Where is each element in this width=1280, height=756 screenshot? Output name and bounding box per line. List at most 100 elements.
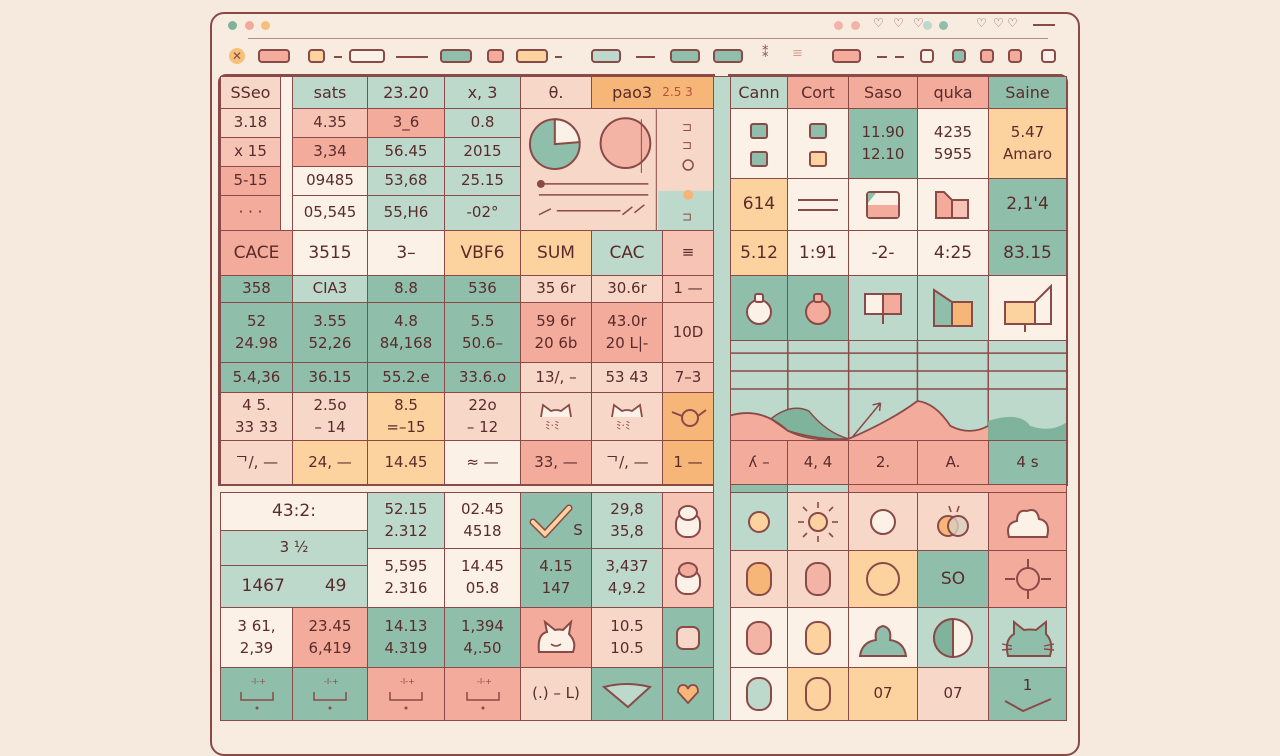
cell[interactable]: 22o – 12	[444, 392, 521, 441]
cell[interactable]: 05,545	[292, 195, 368, 231]
cell[interactable]: 23.45 6,419	[292, 607, 368, 668]
bracket-icon[interactable]: -I-+	[367, 667, 445, 721]
cell[interactable]: -02°	[444, 195, 521, 231]
cell[interactable]: 52.15 2.312	[367, 492, 445, 549]
cell[interactable]: 53,68	[367, 166, 445, 196]
cell[interactable]: 2.	[848, 440, 918, 485]
cell[interactable]: 2,1'4	[988, 178, 1067, 231]
toolbar-button[interactable]	[591, 49, 621, 63]
cell[interactable]: 29,8 35,8	[591, 492, 663, 549]
equals-icon[interactable]	[787, 178, 849, 231]
cell[interactable]: 2.5o – 14	[292, 392, 368, 441]
cell[interactable]: ʎ –	[730, 440, 788, 485]
pill-icon[interactable]	[730, 550, 788, 608]
cell[interactable]: 4 5. 33 33	[220, 392, 293, 441]
cell[interactable]: 1 —	[662, 440, 714, 485]
cell[interactable]: 5.4,36	[220, 362, 293, 393]
window-close-button[interactable]	[228, 21, 237, 30]
row-label-cell[interactable]: 3515	[292, 230, 368, 276]
cell[interactable]: 09485	[292, 166, 368, 196]
cell[interactable]: 14.45 05.8	[444, 548, 521, 608]
merged-cell[interactable]: 3 ½	[220, 530, 368, 566]
window-maximize-button[interactable]	[261, 21, 270, 30]
cell[interactable]: ᄀ/, —	[591, 440, 663, 485]
column-header[interactable]: Saine	[988, 76, 1067, 109]
cell[interactable]: -2-	[848, 230, 918, 276]
column-header[interactable]: pao3 2.5 3	[591, 76, 714, 109]
toolbar-button[interactable]	[920, 49, 934, 63]
cell[interactable]: 0.8	[444, 108, 521, 138]
cell[interactable]: 10.5 10.5	[591, 607, 663, 668]
column-header[interactable]: θ.	[520, 76, 592, 109]
checkmark-icon[interactable]: S	[520, 492, 592, 549]
cell[interactable]: 14.45	[367, 440, 445, 485]
checkbox-pair[interactable]	[787, 108, 849, 179]
cell[interactable]: 1 —	[662, 275, 714, 303]
cloud-icon[interactable]	[988, 492, 1067, 551]
toolbar-button[interactable]	[349, 49, 385, 63]
column-header[interactable]: quka	[917, 76, 989, 109]
cell[interactable]: 33, —	[520, 440, 592, 485]
cell[interactable]: 3.55 52,26	[292, 302, 368, 363]
cell[interactable]: 43.0r 20 L|-	[591, 302, 663, 363]
cell[interactable]: (.) – L)	[520, 667, 592, 721]
window-minimize-button[interactable]	[245, 21, 254, 30]
column-divider[interactable]	[713, 76, 731, 721]
crosshair-icon[interactable]	[988, 550, 1067, 608]
cell[interactable]: 55.2.e	[367, 362, 445, 393]
cell[interactable]: 83.15	[988, 230, 1067, 276]
face-icon[interactable]	[662, 392, 714, 441]
checkbox-pair[interactable]	[730, 108, 788, 179]
cell[interactable]: 07	[848, 667, 918, 721]
column-header[interactable]: SSeo	[220, 76, 281, 109]
cell[interactable]: 1,394 4,.50	[444, 607, 521, 668]
pill-icon[interactable]	[730, 607, 788, 668]
cell[interactable]: 3 61, 2,39	[220, 607, 293, 668]
toolbar-button[interactable]	[952, 49, 966, 63]
rounded-square-icon[interactable]	[662, 607, 714, 668]
cell[interactable]: 5-15	[220, 166, 281, 196]
pill-icon[interactable]	[730, 667, 788, 721]
line-chart[interactable]	[730, 340, 1067, 441]
cell[interactable]: 2015	[444, 137, 521, 167]
cell[interactable]: 4.15 147	[520, 548, 592, 608]
row-label-cell[interactable]: SUM	[520, 230, 592, 276]
pie-chart-widget[interactable]: ⊐ ⊐ ⊐	[520, 108, 714, 231]
row-label-cell[interactable]: CAC	[591, 230, 663, 276]
menu-icon[interactable]	[1033, 24, 1055, 26]
cell[interactable]: 4235 5955	[917, 108, 989, 179]
chart-card-icon[interactable]	[988, 275, 1067, 341]
circle-icon[interactable]	[730, 492, 788, 551]
bell-icon[interactable]	[787, 275, 849, 341]
row-label-cell[interactable]: VBF6	[444, 230, 521, 276]
toolbar-button[interactable]	[1008, 49, 1022, 63]
sun-cloud-icon[interactable]	[917, 492, 989, 551]
cell[interactable]: 3.18	[220, 108, 281, 138]
cell[interactable]: 1:91	[787, 230, 849, 276]
toolbar-button[interactable]	[258, 49, 290, 63]
circle-icon[interactable]	[848, 492, 918, 551]
toolbar-button[interactable]	[713, 49, 743, 63]
chart-card-icon[interactable]	[848, 275, 918, 341]
bracket-icon[interactable]: -I-+	[292, 667, 368, 721]
cell[interactable]: 8.5 =–15	[367, 392, 445, 441]
column-header[interactable]: Cann	[730, 76, 788, 109]
cell[interactable]: · · ·	[220, 195, 281, 231]
format-icon[interactable]: ≡	[792, 46, 803, 61]
row-label-cell[interactable]: 3–	[367, 230, 445, 276]
toolbar-button[interactable]	[832, 49, 861, 63]
cell[interactable]: SO	[917, 550, 989, 608]
person-icon[interactable]	[848, 607, 918, 668]
cell[interactable]: 24, —	[292, 440, 368, 485]
cat-icon[interactable]: ﾐ·ﾐ	[591, 392, 663, 441]
cell[interactable]: 614	[730, 178, 788, 231]
toolbar-button[interactable]	[440, 49, 472, 63]
cat-face-icon[interactable]	[520, 607, 592, 668]
merged-cell[interactable]: 43:2:	[220, 492, 368, 531]
cell[interactable]: 536	[444, 275, 521, 303]
cell[interactable]: 5.5 50.6–	[444, 302, 521, 363]
cell[interactable]: 30.6r	[591, 275, 663, 303]
lines-cell[interactable]: ≡	[662, 230, 714, 276]
cell[interactable]: 59 6r 20 6b	[520, 302, 592, 363]
cell[interactable]: 13/, –	[520, 362, 592, 393]
